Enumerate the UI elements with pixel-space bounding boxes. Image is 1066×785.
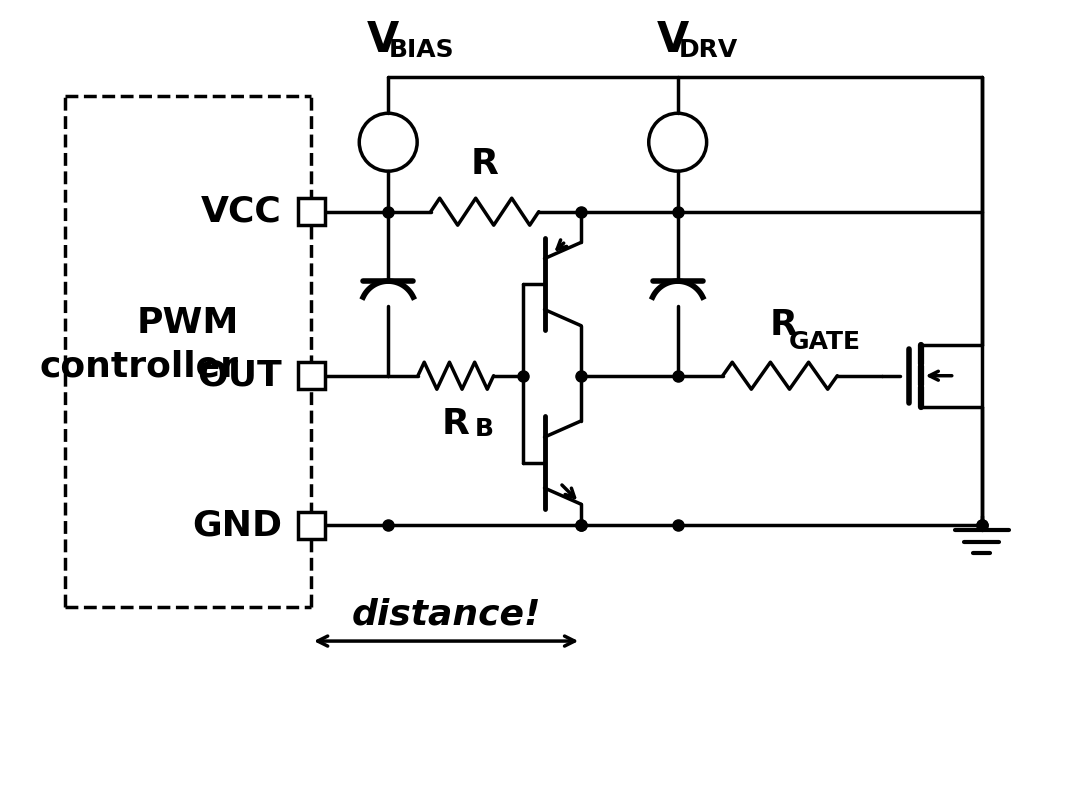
- Text: R: R: [770, 308, 797, 342]
- Bar: [297, 362, 324, 389]
- Text: V: V: [657, 19, 689, 61]
- Bar: [297, 512, 324, 539]
- Text: VCC: VCC: [201, 195, 282, 228]
- Bar: [297, 198, 324, 225]
- Text: GND: GND: [192, 508, 282, 542]
- Text: BIAS: BIAS: [389, 38, 455, 61]
- Text: controller: controller: [39, 349, 239, 383]
- Text: distance!: distance!: [352, 597, 540, 631]
- Text: OUT: OUT: [197, 359, 282, 392]
- Text: DRV: DRV: [679, 38, 738, 61]
- Text: R: R: [471, 147, 499, 181]
- Text: PWM: PWM: [136, 305, 239, 340]
- Text: R: R: [441, 407, 470, 440]
- Text: V: V: [368, 19, 400, 61]
- Text: B: B: [475, 417, 495, 441]
- Text: GATE: GATE: [789, 330, 860, 355]
